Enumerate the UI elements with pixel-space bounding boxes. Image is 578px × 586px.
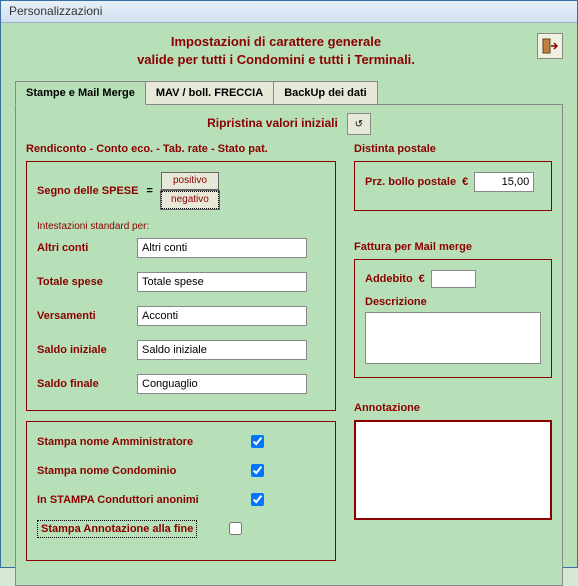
header-line2: valide per tutti i Condomini e tutti i T…	[137, 52, 415, 67]
addebito-row: Addebito €	[365, 270, 541, 288]
restore-label: Ripristina valori iniziali	[207, 116, 338, 130]
fattura-box: Addebito € Descrizione	[354, 259, 552, 378]
stampa-options-fieldset: Stampa nome Amministratore Stampa nome C…	[26, 421, 336, 561]
row-versamenti: Versamenti	[37, 306, 325, 326]
tab-body: Ripristina valori iniziali ↺ Rendiconto …	[15, 104, 563, 586]
check-amministratore[interactable]	[251, 435, 264, 448]
columns: Rendiconto - Conto eco. - Tab. rate - St…	[26, 143, 552, 571]
tab-mav[interactable]: MAV / boll. FRECCIA	[145, 81, 274, 105]
restore-row: Ripristina valori iniziali ↺	[26, 113, 552, 135]
label-totale: Totale spese	[37, 276, 137, 288]
header-line1: Impostazioni di carattere generale	[171, 34, 381, 49]
window-frame: Personalizzazioni Impostazioni di caratt…	[0, 0, 578, 568]
fattura-title: Fattura per Mail merge	[354, 241, 552, 253]
segno-toggle-group: positivo negativo	[161, 172, 219, 209]
label-saldo-finale: Saldo finale	[37, 378, 137, 390]
check-label-amministratore: Stampa nome Amministratore	[37, 436, 247, 448]
distinta-title: Distinta postale	[354, 143, 552, 155]
intestazioni-label: Intestazioni standard per:	[37, 221, 325, 232]
input-altri[interactable]	[137, 238, 307, 258]
bollo-label: Prz. bollo postale	[365, 176, 456, 188]
check-row-amministratore: Stampa nome Amministratore	[37, 432, 325, 451]
label-altri: Altri conti	[37, 242, 137, 254]
input-versamenti[interactable]	[137, 306, 307, 326]
check-label-annotazione: Stampa Annotazione alla fine	[37, 520, 197, 538]
input-totale[interactable]	[137, 272, 307, 292]
label-versamenti: Versamenti	[37, 310, 137, 322]
header-row: Impostazioni di carattere generale valid…	[15, 33, 563, 77]
restore-button[interactable]: ↺	[347, 113, 371, 135]
row-totale: Totale spese	[37, 272, 325, 292]
segno-label: Segno delle SPESE	[37, 185, 138, 197]
bollo-row: Prz. bollo postale €	[365, 172, 541, 192]
segno-positivo-button[interactable]: positivo	[161, 172, 219, 190]
bollo-currency: €	[462, 176, 468, 188]
bollo-input[interactable]	[474, 172, 534, 192]
rendiconto-title: Rendiconto - Conto eco. - Tab. rate - St…	[26, 143, 336, 155]
check-condominio[interactable]	[251, 464, 264, 477]
tab-stampe[interactable]: Stampe e Mail Merge	[15, 81, 146, 105]
segno-equals: =	[146, 185, 152, 197]
input-saldo-finale[interactable]	[137, 374, 307, 394]
addebito-currency: €	[419, 273, 425, 285]
column-left: Rendiconto - Conto eco. - Tab. rate - St…	[26, 143, 336, 571]
annotazione-textarea[interactable]	[354, 420, 552, 520]
segno-negativo-button[interactable]: negativo	[161, 191, 219, 209]
check-label-conduttori: In STAMPA Conduttori anonimi	[37, 494, 247, 506]
tab-backup[interactable]: BackUp dei dati	[273, 81, 378, 105]
content-panel: Impostazioni di carattere generale valid…	[1, 23, 577, 567]
tab-strip: Stampe e Mail Merge MAV / boll. FRECCIA …	[15, 81, 563, 105]
check-row-conduttori: In STAMPA Conduttori anonimi	[37, 490, 325, 509]
check-row-annotazione: Stampa Annotazione alla fine	[37, 519, 325, 538]
exit-button[interactable]	[537, 33, 563, 59]
row-saldo-iniziale: Saldo iniziale	[37, 340, 325, 360]
label-saldo-iniziale: Saldo iniziale	[37, 344, 137, 356]
segno-row: Segno delle SPESE = positivo negativo	[37, 172, 325, 209]
check-label-condominio: Stampa nome Condominio	[37, 465, 247, 477]
descrizione-label: Descrizione	[365, 296, 541, 308]
distinta-box: Prz. bollo postale €	[354, 161, 552, 211]
column-right: Distinta postale Prz. bollo postale € Fa…	[354, 143, 552, 571]
rendiconto-fieldset: Segno delle SPESE = positivo negativo In…	[26, 161, 336, 411]
window-title: Personalizzazioni	[9, 4, 102, 18]
check-conduttori[interactable]	[251, 493, 264, 506]
descrizione-textarea[interactable]	[365, 312, 541, 364]
input-saldo-iniziale[interactable]	[137, 340, 307, 360]
header-text: Impostazioni di carattere generale valid…	[15, 33, 537, 69]
addebito-label: Addebito	[365, 273, 413, 285]
addebito-input[interactable]	[431, 270, 476, 288]
annotazione-title: Annotazione	[354, 402, 552, 414]
titlebar: Personalizzazioni	[1, 1, 577, 23]
row-saldo-finale: Saldo finale	[37, 374, 325, 394]
check-annotazione[interactable]	[229, 522, 242, 535]
exit-door-icon	[542, 38, 558, 54]
check-row-condominio: Stampa nome Condominio	[37, 461, 325, 480]
row-altri: Altri conti	[37, 238, 325, 258]
